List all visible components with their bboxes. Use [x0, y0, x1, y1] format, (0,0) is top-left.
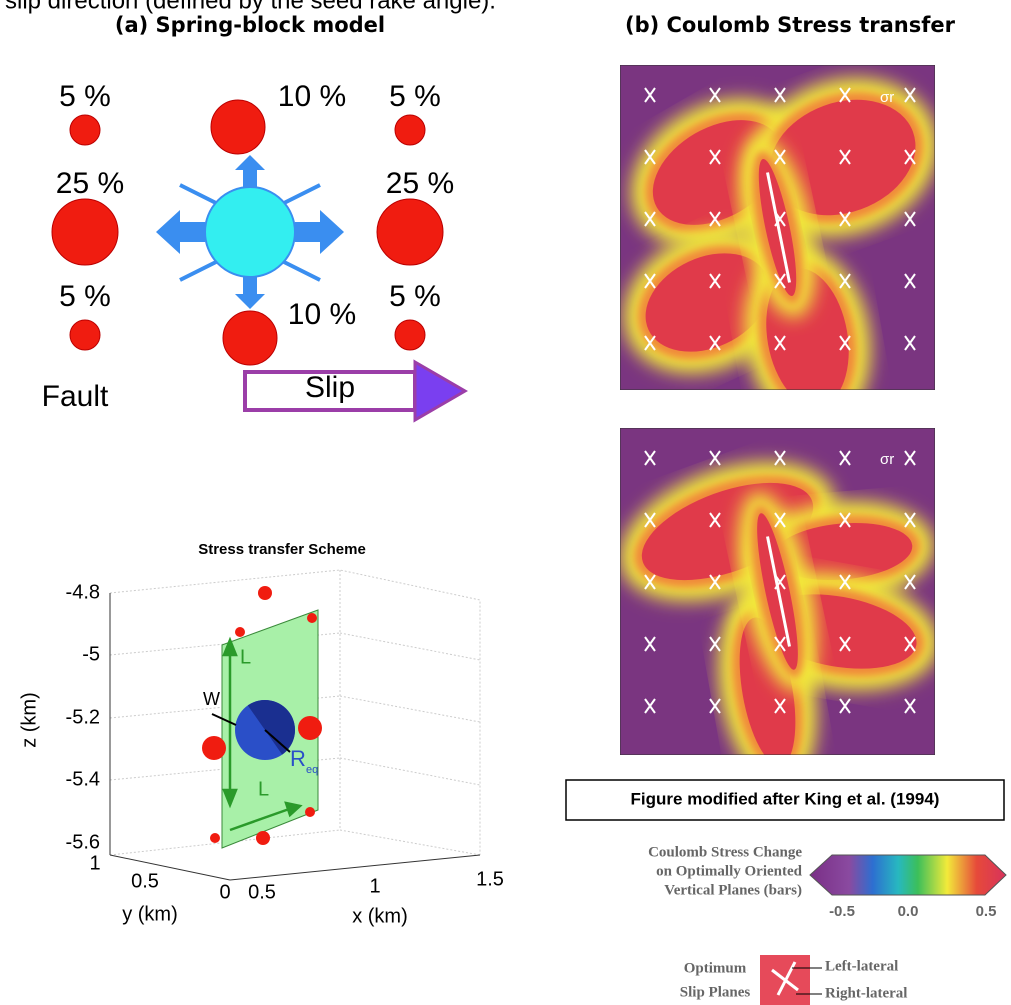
z-tick: -5.2 [66, 706, 100, 728]
percent-label: 25 % [386, 167, 454, 200]
y-tick: 0 [219, 881, 230, 903]
percent-label: 10 % [278, 80, 346, 113]
x-tick: 1.5 [476, 868, 504, 890]
note: Figure modified after King et al. (1994) [631, 789, 940, 808]
colorbar-ticks: -0.5 0.0 0.5 [829, 903, 996, 920]
percent-label: 5 % [59, 280, 111, 313]
percent-label: 5 % [389, 80, 441, 113]
z-ticks: -4.8 -5 -5.2 -5.4 -5.6 [66, 581, 100, 853]
z-tick: -5 [82, 643, 100, 665]
legend-label: Optimum [684, 960, 747, 976]
colorbar-tick: 0.5 [976, 903, 997, 920]
colorbar-tick: -0.5 [829, 903, 855, 920]
percent-label: 5 % [59, 80, 111, 113]
percent-label: 5 % [389, 280, 441, 313]
radius-subscript: eq [306, 764, 318, 776]
source-block [205, 187, 295, 277]
slip-label: Slip [305, 371, 355, 404]
z-label: z (km) [18, 692, 40, 748]
length-label: L [258, 778, 269, 800]
radius-label: R [290, 746, 306, 771]
figure: slip direction (defined by the seed rake… [0, 0, 1011, 1005]
stress-map [601, 428, 948, 795]
colorbar-label: Vertical Planes (bars) [664, 882, 802, 898]
z-tick: -5.6 [66, 831, 100, 853]
legend-right: Right-lateral [825, 985, 907, 1001]
legend-left: Left-lateral [825, 958, 898, 974]
y-ticks: 1 0.5 0 [89, 852, 230, 903]
x-tick: 1 [369, 875, 380, 897]
x-tick: 0.5 [248, 881, 276, 903]
colorbar-label: on Optimally Oriented [656, 863, 802, 879]
percent-label: 25 % [56, 167, 124, 200]
fault-label: Fault [42, 380, 109, 413]
colorbar-label: Coulomb Stress Change [648, 844, 802, 860]
colorbar [810, 855, 1006, 895]
panel-b-title: (b) Coulomb Stress transfer [625, 13, 956, 37]
scheme-title: Stress transfer Scheme [198, 541, 366, 558]
y-tick: 0.5 [131, 870, 159, 892]
x-label: x (km) [352, 905, 408, 927]
panel-a-title: (a) Spring-block model [115, 13, 385, 37]
percent-label: 10 % [288, 298, 356, 331]
length-label: L [240, 646, 251, 668]
colorbar-tick: 0.0 [898, 903, 919, 920]
sigma-label: σr [880, 89, 894, 106]
sigma-label: σr [880, 451, 894, 468]
x-ticks: 0.5 1 1.5 [248, 868, 504, 903]
width-label: W [203, 689, 220, 709]
y-label: y (km) [122, 903, 178, 925]
stress-maps [600, 52, 960, 795]
slip-arrowhead [415, 362, 465, 420]
z-tick: -5.4 [66, 768, 100, 790]
y-tick: 1 [89, 852, 100, 874]
legend-label: Slip Planes [680, 984, 751, 1000]
z-tick: -4.8 [66, 581, 100, 603]
stress-map [600, 52, 960, 439]
